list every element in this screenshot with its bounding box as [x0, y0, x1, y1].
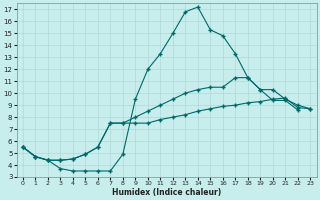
X-axis label: Humidex (Indice chaleur): Humidex (Indice chaleur) — [112, 188, 221, 197]
